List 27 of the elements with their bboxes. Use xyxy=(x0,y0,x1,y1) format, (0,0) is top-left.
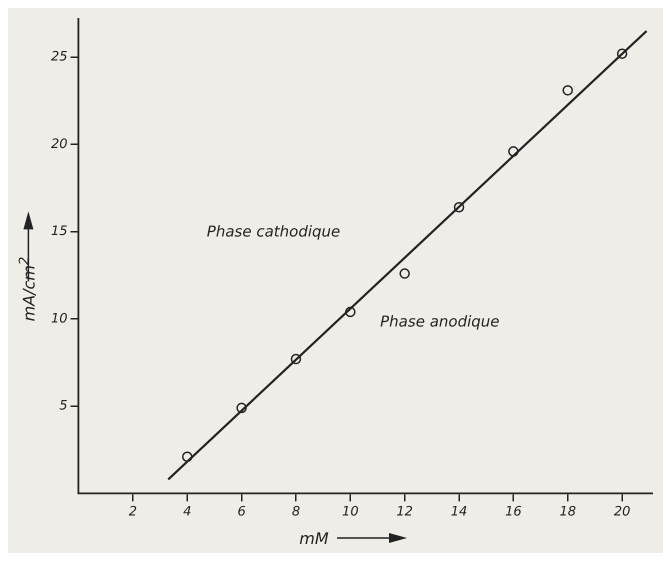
y-tick-label: 20 xyxy=(50,136,68,152)
x-tick-label: 2 xyxy=(128,504,138,520)
point xyxy=(508,146,519,157)
y-tick-label: 25 xyxy=(50,50,68,65)
x-tick-label: 14 xyxy=(450,504,468,520)
y-tick-label: 10 xyxy=(50,311,68,326)
point xyxy=(290,354,302,364)
x-tick-label: 20 xyxy=(614,504,630,520)
x-tick-label: 12 xyxy=(396,504,413,520)
annotation: Phase cathodique xyxy=(206,222,340,240)
point xyxy=(562,85,573,96)
x-tick-label: 4 xyxy=(183,504,192,520)
x-tick-label: 10 xyxy=(342,504,359,520)
x-tick-label: 8 xyxy=(292,504,300,520)
point xyxy=(399,268,410,279)
x-tick-label: 16 xyxy=(505,504,522,520)
point xyxy=(345,306,356,318)
annotation: Phase anodique xyxy=(380,312,500,330)
x-tick-label: 6 xyxy=(237,504,246,520)
point xyxy=(616,48,628,59)
point xyxy=(182,452,193,462)
point xyxy=(236,402,247,414)
x-tick-label: 18 xyxy=(559,504,576,520)
y-tick-label: 5 xyxy=(59,398,68,414)
y-tick-label: 15 xyxy=(50,224,68,240)
point xyxy=(454,202,464,212)
x-axis-title: mM xyxy=(299,528,329,548)
